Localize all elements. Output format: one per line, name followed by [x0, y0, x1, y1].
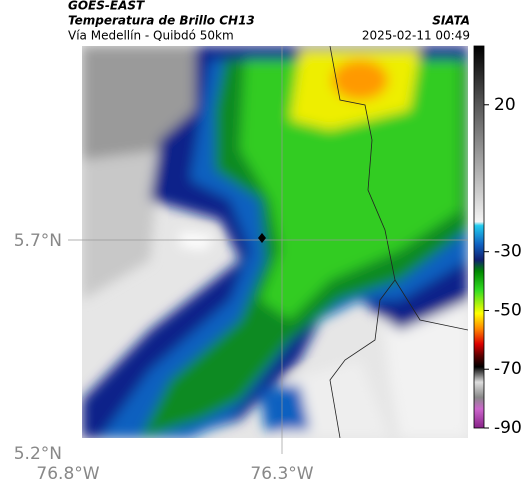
lon-label: 76.8°W — [36, 464, 99, 484]
colorbar-tick-label: 20 — [494, 95, 516, 115]
marker — [258, 233, 266, 243]
map — [68, 46, 470, 454]
colorbar-tick-label: -30 — [494, 242, 522, 262]
lat-label: 5.2°N — [14, 444, 62, 464]
colorbar: 20 -30 -50 -70 -90 — [473, 45, 522, 438]
agency: SIATA — [432, 14, 470, 28]
source: GOES-EAST — [68, 0, 145, 13]
colorbar-tick-label: -50 — [494, 300, 522, 320]
datetime: 2025-02-11 00:49 — [362, 29, 470, 43]
lon-label: 76.3°W — [250, 464, 313, 484]
colorbar-tick-label: -90 — [494, 418, 522, 438]
colorbar-tick-label: -70 — [494, 359, 522, 379]
colorbar-scale — [473, 45, 485, 429]
brightness-raster — [82, 46, 468, 438]
title: Temperatura de Brillo CH13 — [68, 14, 255, 28]
lat-label: 5.7°N — [14, 231, 62, 251]
subtitle: Vía Medellín - Quibdó 50km — [68, 29, 234, 43]
